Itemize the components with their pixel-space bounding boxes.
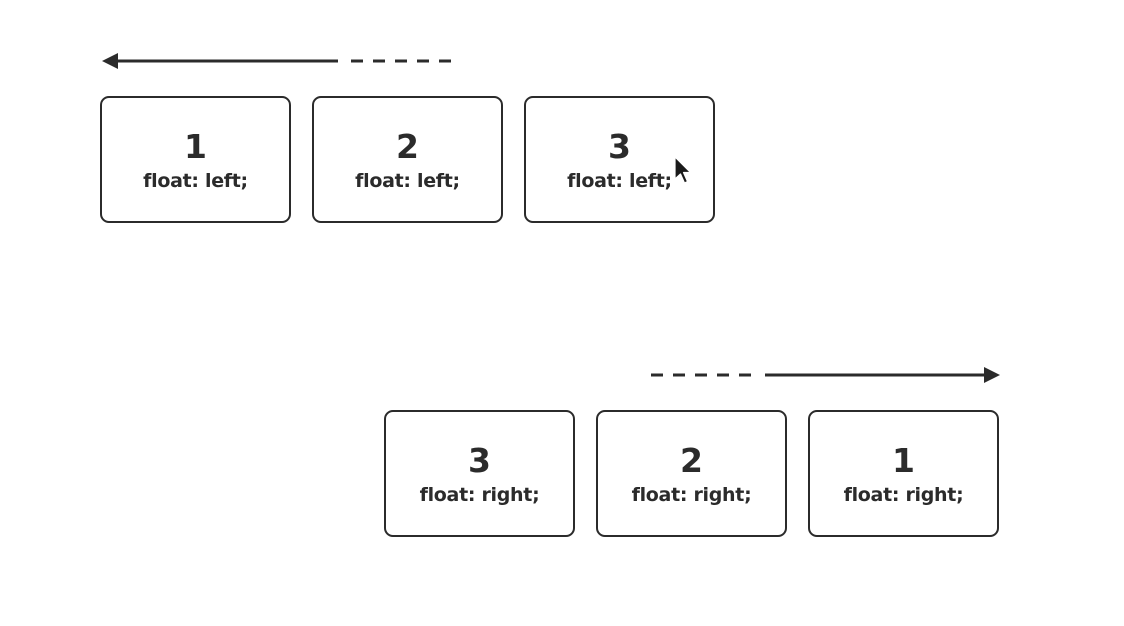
float-right-box-3: 3 float: right; bbox=[384, 410, 575, 537]
box-code: float: right; bbox=[419, 484, 540, 506]
float-left-box-3: 3 float: left; bbox=[524, 96, 715, 223]
box-number: 1 bbox=[892, 441, 915, 480]
box-number: 2 bbox=[680, 441, 703, 480]
box-number: 3 bbox=[468, 441, 491, 480]
box-code: float: left; bbox=[143, 170, 248, 192]
float-left-box-1: 1 float: left; bbox=[100, 96, 291, 223]
box-code: float: left; bbox=[355, 170, 460, 192]
box-number: 1 bbox=[184, 127, 207, 166]
right-arrow bbox=[651, 367, 1000, 383]
left-arrow bbox=[102, 53, 452, 69]
box-code: float: right; bbox=[843, 484, 964, 506]
float-right-box-1: 1 float: right; bbox=[808, 410, 999, 537]
box-code: float: right; bbox=[631, 484, 752, 506]
box-number: 2 bbox=[396, 127, 419, 166]
box-number: 3 bbox=[608, 127, 631, 166]
float-left-box-2: 2 float: left; bbox=[312, 96, 503, 223]
mouse-pointer-icon bbox=[674, 156, 692, 184]
box-code: float: left; bbox=[567, 170, 672, 192]
float-right-box-2: 2 float: right; bbox=[596, 410, 787, 537]
